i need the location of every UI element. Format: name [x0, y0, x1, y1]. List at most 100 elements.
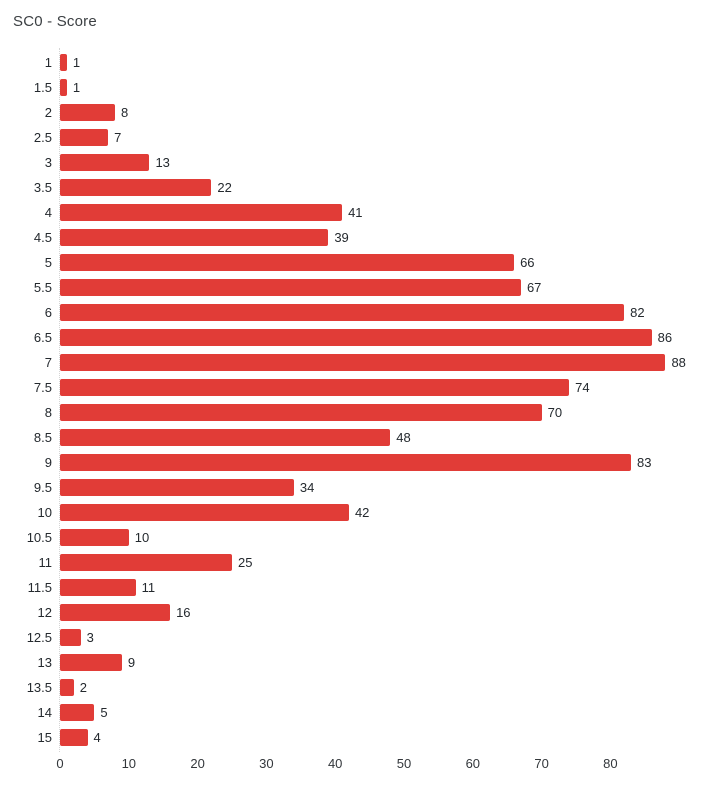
bar-value-label: 82 [630, 305, 645, 320]
bar[interactable] [60, 479, 294, 496]
bar-track: 88 [60, 350, 686, 375]
bar-row: 3 13 [0, 150, 720, 175]
bar-value-label: 9 [127, 655, 136, 670]
bar[interactable] [60, 704, 95, 721]
bar-row: 9 83 [0, 450, 720, 475]
bar-track: 74 [60, 375, 590, 400]
bar[interactable] [60, 504, 349, 521]
bar-value-label: 39 [334, 230, 349, 245]
y-axis-label: 11 [38, 555, 53, 570]
bar-track: 16 [60, 600, 191, 625]
bar-value-label: 22 [217, 180, 232, 195]
bar[interactable] [60, 554, 232, 571]
bar-value-label: 4 [93, 730, 101, 745]
bar-track: 1 [60, 75, 80, 100]
bar[interactable] [60, 304, 625, 321]
bar-row: 10 42 [0, 500, 720, 525]
y-axis-label: 9 [44, 455, 52, 470]
bar-row: 15 4 [0, 725, 720, 750]
x-axis-tick-label: 50 [396, 756, 412, 771]
bar[interactable] [60, 579, 136, 596]
bar-value-label: 66 [520, 255, 535, 270]
y-axis-label: 4 [44, 205, 52, 220]
y-axis-label: 15 [37, 730, 52, 745]
bar-value-label: 2 [79, 680, 87, 695]
bar[interactable] [60, 454, 632, 471]
bar[interactable] [60, 204, 343, 221]
bar[interactable] [60, 604, 171, 621]
bar-row: 5 66 [0, 250, 720, 275]
x-axis-tick-label: 40 [327, 756, 343, 771]
bar-track: 25 [60, 550, 252, 575]
bar[interactable] [60, 429, 391, 446]
x-axis-tick-label: 0 [56, 756, 64, 771]
y-axis-label: 6.5 [33, 330, 52, 345]
bar[interactable] [60, 329, 652, 346]
bar-value-label: 86 [657, 330, 673, 345]
bar-value-label: 41 [348, 205, 363, 220]
bar-track: 9 [60, 650, 135, 675]
bar-track: 3 [60, 625, 94, 650]
bar-track: 10 [60, 525, 149, 550]
y-axis-label: 5 [44, 255, 52, 270]
bar-value-label: 5 [100, 705, 108, 720]
y-axis-label: 8 [44, 405, 52, 420]
bar[interactable] [60, 229, 329, 246]
bar-row: 4 41 [0, 200, 720, 225]
bar-row: 7 88 [0, 350, 720, 375]
bar-row: 6 82 [0, 300, 720, 325]
bar-track: 42 [60, 500, 369, 525]
bar[interactable] [60, 254, 515, 271]
bar-value-label: 74 [575, 380, 590, 395]
bar[interactable] [60, 629, 81, 646]
bar[interactable] [60, 54, 67, 71]
bar-row: 7.5 74 [0, 375, 720, 400]
y-axis-label: 4.5 [33, 230, 52, 245]
bar-track: 66 [60, 250, 535, 275]
bar-track: 22 [60, 175, 232, 200]
y-axis-label: 2.5 [33, 130, 52, 145]
bar[interactable] [60, 679, 74, 696]
bar-value-label: 10 [134, 530, 150, 545]
chart-title: SC0 - Score [13, 13, 97, 30]
bar[interactable] [60, 404, 542, 421]
y-axis-label: 13.5 [26, 680, 52, 695]
bar-row: 12 16 [0, 600, 720, 625]
y-axis-label: 8.5 [33, 430, 52, 445]
bar-track: 1 [60, 50, 80, 75]
bar-track: 2 [60, 675, 87, 700]
bar-value-label: 83 [637, 455, 652, 470]
bar[interactable] [60, 179, 212, 196]
bar[interactable] [60, 104, 116, 121]
y-axis-label: 3 [44, 155, 52, 170]
bar[interactable] [60, 129, 109, 146]
bar-track: 5 [60, 700, 108, 725]
bar-value-label: 1 [72, 55, 81, 70]
y-axis-label: 7 [44, 355, 52, 370]
bar-row: 6.5 86 [0, 325, 720, 350]
x-axis-tick-label: 60 [465, 756, 481, 771]
bar[interactable] [60, 354, 666, 371]
bar[interactable] [60, 279, 521, 296]
bar[interactable] [60, 79, 67, 96]
x-axis-tick-label: 70 [534, 756, 549, 771]
bar[interactable] [60, 529, 129, 546]
y-axis-label: 14 [37, 705, 52, 720]
bar-row: 8.5 48 [0, 425, 720, 450]
y-axis-label: 6 [44, 305, 52, 320]
y-axis-label: 1.5 [33, 80, 52, 95]
bar-track: 48 [60, 425, 411, 450]
bar-track: 86 [60, 325, 672, 350]
bar-track: 8 [60, 100, 128, 125]
x-axis-tick-label: 30 [259, 756, 274, 771]
bar-value-label: 16 [176, 605, 191, 620]
bar[interactable] [60, 379, 570, 396]
bar-track: 83 [60, 450, 652, 475]
bar[interactable] [60, 154, 150, 171]
y-axis-label: 3.5 [33, 180, 52, 195]
bar[interactable] [60, 729, 88, 746]
bar[interactable] [60, 654, 122, 671]
x-axis-tick-label: 80 [603, 756, 618, 771]
bar-value-label: 8 [121, 105, 129, 120]
bar-value-label: 34 [299, 480, 315, 495]
